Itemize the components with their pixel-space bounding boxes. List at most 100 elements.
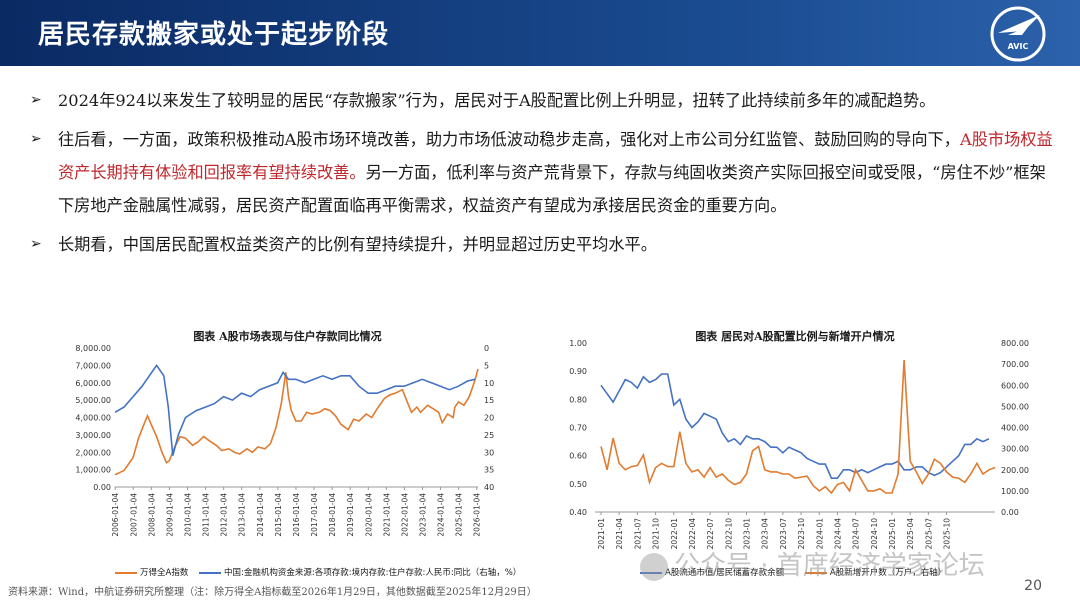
- y-right-tick-label: 25: [484, 431, 494, 440]
- legend-item: 万得全A指数: [140, 568, 189, 578]
- x-tick-label: 2011-01-04: [202, 493, 211, 537]
- x-tick-label: 2023-01: [743, 518, 752, 550]
- legend-item: A股新增开户数（万户，右轴）: [829, 568, 947, 578]
- x-tick-label: 2024-04: [833, 518, 842, 550]
- bullet-3: ➢ 长期看，中国居民配置权益类资产的比例有望持续提升，并明显超过历史平均水平。: [30, 228, 1060, 261]
- y-left-tick-label: 1,000.00: [75, 466, 111, 475]
- legend-swatch-orange: [115, 571, 137, 574]
- x-tick-label: 2023-07: [779, 518, 788, 550]
- y-right-tick-label: 5: [484, 361, 489, 370]
- chart-2-legend: A股流通市值/居民储蓄存款余额 A股新增开户数（万户，右轴）: [640, 566, 946, 578]
- series-line-allocation-ratio: [600, 373, 990, 479]
- y-right-tick-label: 200.00: [1001, 466, 1029, 475]
- y-left-tick-label: 4,000.00: [75, 414, 111, 423]
- series-line-new-accounts: [600, 359, 996, 495]
- y-left-tick-label: 3,000.00: [75, 431, 111, 440]
- bullet-1-text: 2024年924以来发生了较明显的居民“存款搬家”行为，居民对于A股配置比例上升…: [58, 91, 936, 110]
- y-right-tick-label: 400.00: [1001, 424, 1029, 433]
- arrow-bullet-icon: ➢: [30, 236, 42, 252]
- chart-1-title: 图表 A股市场表现与住户存款同比情况: [193, 330, 382, 343]
- watermark: 公众号 · 首席经济学家论坛: [640, 545, 985, 582]
- x-tick-label: 2022-07: [706, 518, 715, 550]
- bullet-2-text-b: 另一方面，低利率与资产荒背景下，存款与纯固收类资产实际回报空间或受限，“房住不炒…: [58, 163, 1046, 215]
- y-right-tick-label: 300.00: [1001, 445, 1029, 454]
- x-tick-label: 2024-07: [852, 518, 861, 550]
- y-left-tick-label: 6,000.00: [75, 379, 111, 388]
- y-right-tick-label: 15: [484, 396, 494, 405]
- x-tick-label: 2026-01-04: [473, 493, 482, 537]
- x-tick-label: 2025-07: [924, 518, 933, 550]
- chart-allocation-vs-accounts: 图表 居民对A股配置比例与新增开户情况 0.40 0.50 0.60 0.70 0.80…: [555, 320, 1035, 585]
- x-tick-label: 2025-10: [943, 518, 952, 550]
- legend-swatch-blue: [640, 571, 662, 574]
- wechat-icon: [640, 552, 668, 581]
- bullet-1: ➢ 2024年924以来发生了较明显的居民“存款搬家”行为，居民对于A股配置比例…: [30, 84, 1060, 117]
- x-tick-label: 2025-01: [888, 518, 897, 550]
- x-tick-label: 2019-01-04: [346, 493, 355, 537]
- y-right-tick-label: 40: [484, 483, 494, 492]
- x-tick-label: 2023-04: [761, 518, 770, 550]
- logo-text: AVIC: [1007, 42, 1029, 51]
- bullet-3-text: 长期看，中国居民配置权益类资产的比例有望持续提升，并明显超过历史平均水平。: [58, 235, 657, 254]
- y-right-tick-label: 700.00: [1001, 360, 1029, 369]
- title-bar: 居民存款搬家或处于起步阶段 AVIC: [0, 0, 1080, 66]
- y-left-tick-label: 0.90: [569, 367, 587, 376]
- y-right-tick-label: 800.00: [1001, 340, 1029, 348]
- x-tick-label: 2021-01: [597, 518, 606, 550]
- chart-2-title: 图表 居民对A股配置比例与新增开户情况: [695, 330, 895, 343]
- y-right-tick-label: 500.00: [1001, 402, 1029, 411]
- x-tick-label: 2024-10: [870, 518, 879, 550]
- y-left-tick-label: 0.70: [569, 424, 587, 433]
- x-tick-label: 2010-01-04: [183, 493, 192, 537]
- x-tick-label: 2022-04: [688, 518, 697, 550]
- x-tick-label: 2017-01-04: [310, 493, 319, 537]
- y-left-tick-label: 0.50: [569, 480, 587, 489]
- chart-2-plot: 0.40 0.50 0.60 0.70 0.80 0.90 1.00 0.00 100.00 20…: [569, 340, 1029, 550]
- x-tick-label: 2022-01: [670, 518, 679, 550]
- x-tick-label: 2022-10: [724, 518, 733, 550]
- x-tick-label: 2021-04: [615, 518, 624, 550]
- y-right-tick-label: 35: [484, 466, 494, 475]
- x-tick-label: 2024-01-04: [437, 493, 446, 537]
- bullet-2: ➢ 往后看，一方面，政策积极推动A股市场环境改善，助力市场低波动稳步走高，强化对…: [30, 123, 1060, 222]
- x-tick-label: 2013-01-04: [238, 493, 247, 537]
- x-tick-label: 2014-01-04: [256, 493, 265, 537]
- legend-swatch-blue: [199, 571, 222, 574]
- y-right-tick-label: 0: [484, 344, 489, 353]
- page-title: 居民存款搬家或处于起步阶段: [38, 20, 390, 50]
- x-tick-label: 2009-01-04: [165, 493, 174, 537]
- x-tick-label: 2024-01: [815, 518, 824, 550]
- chart-1-plot: 0.00 1,000.00 2,000.00 3,000.00 4,000.00 5,00…: [75, 344, 494, 537]
- x-tick-label: 2008-01-04: [147, 493, 156, 537]
- y-left-tick-label: 2,000.00: [75, 448, 111, 457]
- x-tick-label: 2016-01-04: [292, 493, 301, 537]
- arrow-bullet-icon: ➢: [30, 131, 42, 147]
- chart-a-share-vs-deposits: 图表 A股市场表现与住户存款同比情况 0.00 1,000.00 2,000.00 3…: [60, 320, 521, 585]
- y-left-tick-label: 0.40: [569, 508, 587, 517]
- x-tick-label: 2012-01-04: [220, 493, 229, 537]
- x-tick-label: 2025-01-04: [455, 493, 464, 537]
- source-note: 资料来源：Wind，中航证券研究所整理（注：除万得全A指标截至2026年1月29…: [8, 587, 537, 598]
- y-left-tick-label: 7,000.00: [75, 361, 111, 370]
- bullet-2-highlight: A股市场权益资产长期持有体验和回报率有望持续改善。: [58, 130, 1053, 182]
- x-tick-label: 2025-04: [906, 518, 915, 550]
- x-tick-label: 2023-01-04: [419, 493, 428, 537]
- x-tick-label: 2020-01-04: [364, 493, 373, 537]
- x-tick-label: 2018-01-04: [328, 493, 337, 537]
- x-tick-label: 2021-01-04: [382, 493, 391, 537]
- avic-logo: AVIC: [988, 5, 1048, 63]
- page-number: 20: [1024, 578, 1042, 594]
- x-tick-label: 2021-10: [652, 518, 661, 550]
- y-left-tick-label: 0.00: [93, 483, 111, 492]
- y-left-tick-label: 8,000.00: [75, 344, 111, 353]
- x-tick-label: 2006-01-04: [111, 493, 120, 537]
- x-tick-label: 2023-10: [797, 518, 806, 550]
- series-line-household-deposit-yoy: [114, 364, 476, 456]
- y-right-tick-label: 30: [484, 448, 494, 457]
- y-right-tick-label: 10: [484, 379, 494, 388]
- y-left-tick-label: 5,000.00: [75, 396, 111, 405]
- y-right-tick-label: 600.00: [1001, 381, 1029, 390]
- y-left-tick-label: 0.80: [569, 395, 587, 404]
- y-right-tick-label: 0.00: [1001, 508, 1019, 517]
- y-right-tick-label: 100.00: [1001, 487, 1029, 496]
